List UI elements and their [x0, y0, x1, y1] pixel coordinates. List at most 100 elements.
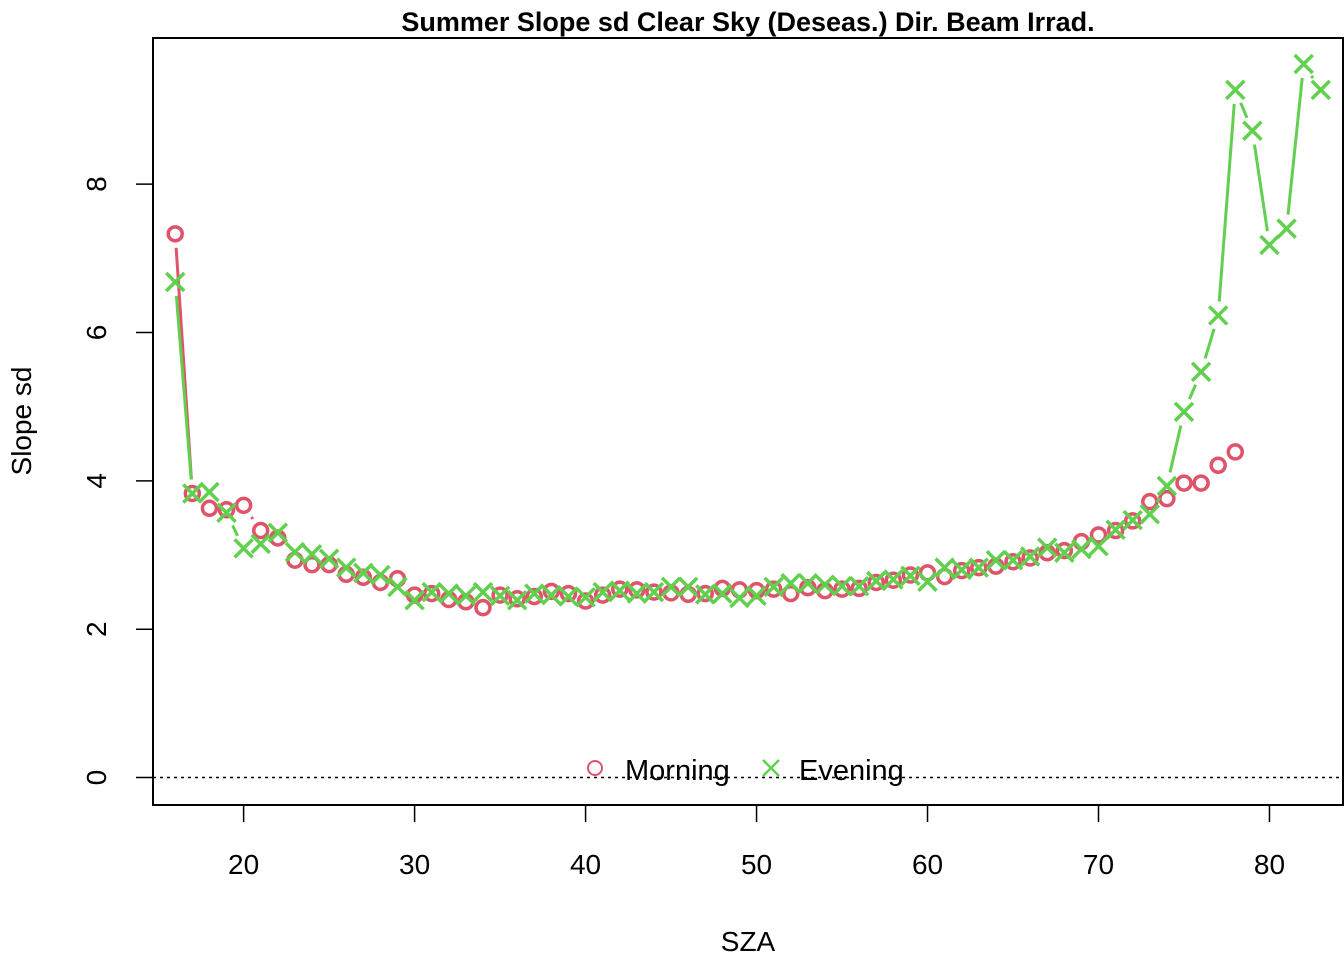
series-evening-point [353, 562, 374, 584]
series-morning-point [491, 586, 509, 604]
series-morning-point [559, 584, 578, 603]
series-morning-point [901, 566, 920, 584]
series-evening-point [1276, 218, 1297, 239]
series-morning-point [1158, 489, 1176, 508]
series-evening-point [541, 584, 562, 606]
series-morning-point [303, 555, 321, 574]
series-evening-point [865, 570, 887, 592]
series-evening-point [1156, 475, 1178, 497]
x-tick-label: 20 [228, 849, 259, 880]
series-evening-point [182, 483, 203, 504]
series-evening-segment [1239, 102, 1249, 119]
series-evening-point [455, 585, 477, 607]
series-evening-point [267, 522, 289, 544]
series-evening-point [318, 548, 340, 569]
series-evening-point [985, 549, 1007, 571]
series-morning-point [1209, 456, 1227, 475]
series-evening-segment [231, 524, 239, 537]
series-evening-point [1173, 401, 1195, 423]
series-evening-point [164, 271, 186, 293]
y-tick-label: 4 [81, 473, 112, 489]
x-tick-label: 30 [399, 849, 430, 880]
series-morning-point [884, 571, 903, 589]
x-axis-label: SZA [721, 926, 776, 957]
series-morning-point [850, 579, 868, 598]
series-morning-point [542, 582, 561, 601]
series-evening-point [763, 576, 784, 598]
series-morning-point [952, 561, 971, 580]
series-layer [164, 53, 1332, 617]
series-morning-point [234, 496, 253, 515]
x-tick-label: 70 [1083, 849, 1114, 880]
series-morning-point [525, 587, 544, 606]
series-evening-point [284, 541, 306, 563]
y-axis: 0 2 4 6 8 [81, 176, 154, 786]
series-evening-point [712, 583, 733, 604]
series-evening-point [1225, 79, 1246, 101]
series-morning [166, 225, 1245, 617]
series-evening-point [404, 590, 425, 611]
series-evening-point [660, 576, 682, 598]
series-morning-point [183, 484, 202, 503]
series-evening-point [1105, 519, 1126, 541]
series-evening-point [780, 572, 801, 594]
series-evening-point [814, 574, 836, 595]
series-evening-point [1293, 53, 1314, 75]
series-morning-point [1004, 552, 1022, 571]
series-evening-point [968, 557, 990, 578]
series-evening-point [1054, 542, 1075, 564]
series-evening-point [489, 585, 511, 607]
series-evening-point [216, 502, 237, 523]
legend-label-evening: Evening [799, 755, 904, 787]
series-evening-point [1207, 305, 1229, 326]
legend-marker-evening [762, 759, 780, 777]
series-evening-point [900, 565, 921, 587]
series-morning-point [508, 590, 526, 608]
series-morning-point [1175, 474, 1193, 492]
series-morning-point [1106, 521, 1125, 540]
series-evening-point [438, 583, 460, 604]
series-morning-point [1021, 549, 1039, 567]
x-tick-label: 60 [912, 849, 943, 880]
series-evening-point [558, 586, 579, 607]
series-morning-segment [250, 516, 255, 520]
series-morning-point [781, 584, 800, 603]
series-evening-point [1019, 546, 1041, 567]
series-morning-point [628, 581, 646, 599]
series-morning-point [645, 583, 663, 601]
series-evening-point [592, 581, 613, 603]
series-evening-segment [1310, 74, 1315, 80]
series-evening-point [951, 559, 972, 581]
plot-frame [152, 37, 1344, 806]
series-evening-point [1310, 79, 1332, 101]
x-tick-label: 40 [570, 849, 601, 880]
series-evening-point [1139, 503, 1161, 525]
series-morning-point [764, 580, 783, 598]
y-tick-label: 0 [81, 770, 112, 786]
series-morning-point [166, 225, 184, 243]
series-evening-point [387, 576, 408, 598]
series-evening-point [797, 572, 819, 594]
series-evening-point [729, 587, 750, 609]
y-tick-label: 8 [81, 176, 112, 192]
series-morning-point [576, 592, 595, 610]
series-morning-point [200, 499, 219, 518]
series-evening-point [1122, 509, 1143, 531]
series-evening-point [695, 584, 716, 605]
x-tick-label: 80 [1254, 849, 1285, 880]
series-evening-segment [1203, 328, 1216, 359]
series-evening-point [1242, 120, 1263, 141]
series-morning-point [593, 586, 612, 604]
series-evening-point [1259, 234, 1280, 256]
y-tick-label: 6 [81, 325, 112, 341]
series-evening-point [848, 575, 870, 597]
series-morning-point [833, 580, 851, 598]
series-evening-point [1190, 361, 1212, 383]
series-evening-point [199, 481, 220, 503]
series-morning-point [611, 580, 629, 598]
series-evening-segment [1188, 384, 1197, 400]
series-morning-point [1123, 512, 1142, 530]
series-evening-point [831, 575, 853, 597]
series-morning-point [696, 584, 715, 603]
